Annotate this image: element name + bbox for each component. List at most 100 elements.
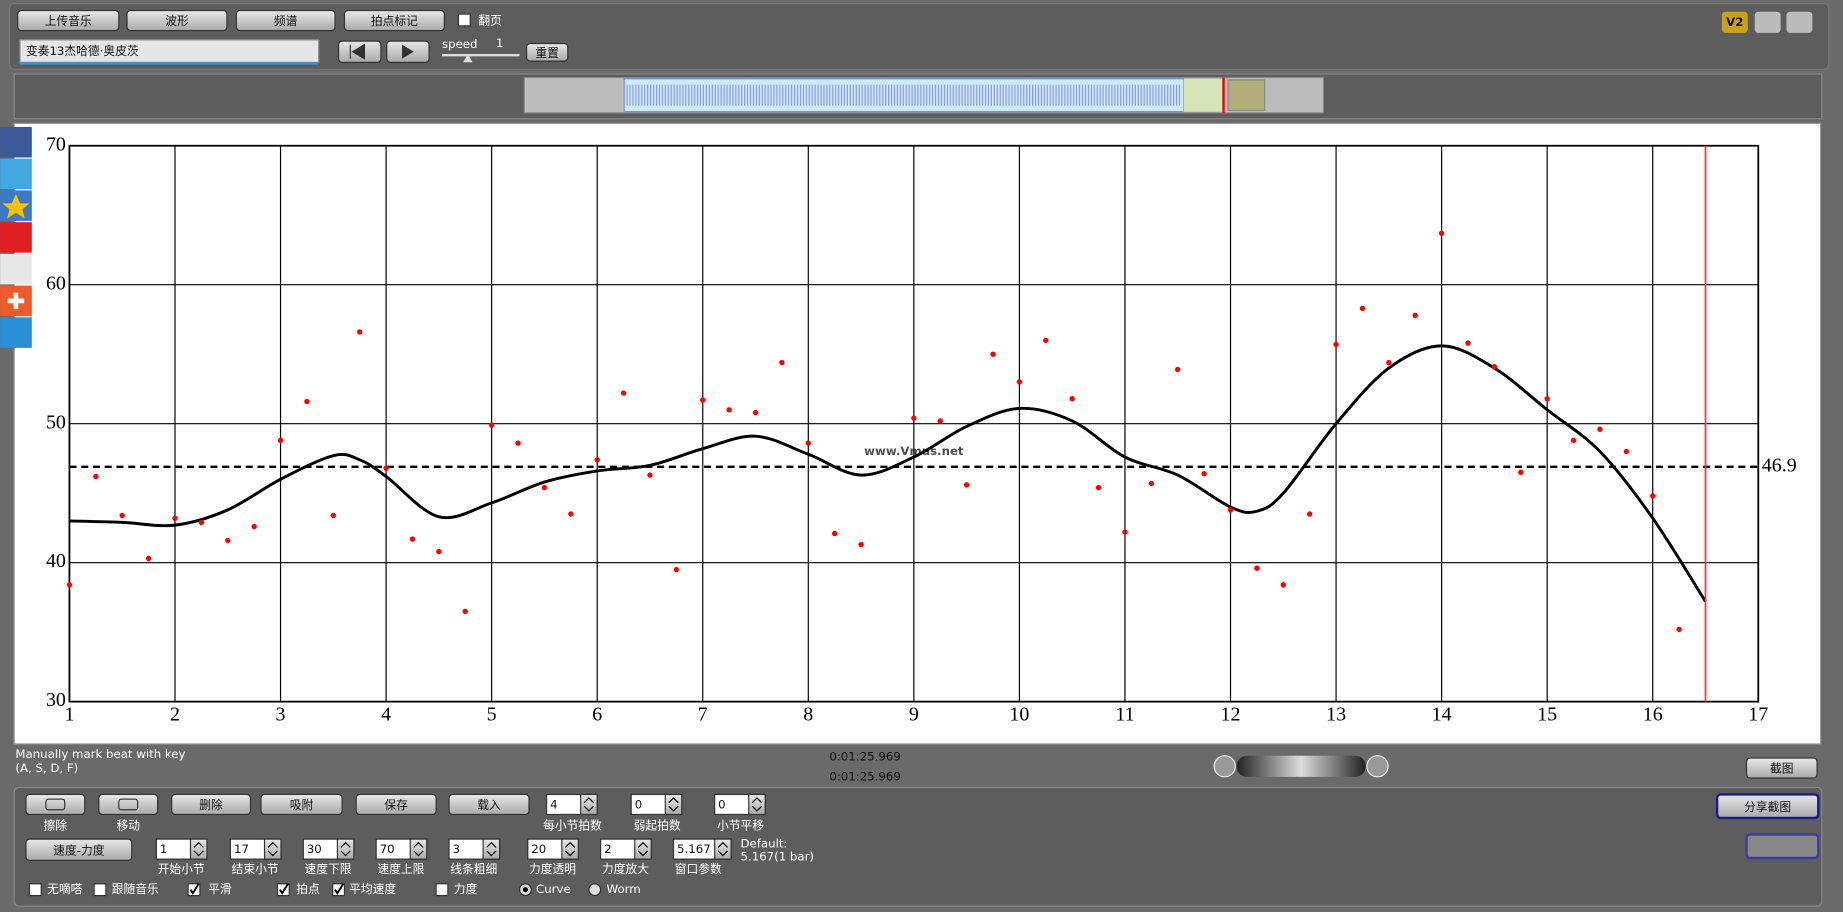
beat-point <box>462 608 468 614</box>
beat-point <box>990 351 996 357</box>
field-input-value: 30 <box>307 842 322 856</box>
field-input-arrows[interactable] <box>714 838 732 860</box>
twitter-icon[interactable] <box>0 158 32 190</box>
action-button[interactable] <box>448 793 530 816</box>
beat-point <box>225 537 231 544</box>
beat-point <box>1491 363 1498 370</box>
toolbar-button-label: 上传音乐 <box>45 14 92 28</box>
page-turn-label: 翻页 <box>478 14 502 28</box>
action-button[interactable] <box>171 793 252 816</box>
action-button-label: 载入 <box>477 798 501 812</box>
beat-point <box>594 457 600 463</box>
beat-point <box>277 437 284 444</box>
beat-point <box>1254 565 1260 571</box>
knob-right <box>1366 755 1389 778</box>
beat-point <box>488 422 495 428</box>
beat-point <box>1016 379 1023 385</box>
default-value: 5.167(1 bar) <box>741 849 815 863</box>
option-checkbox[interactable] <box>435 883 449 897</box>
mode-button[interactable] <box>25 838 133 861</box>
beat-point <box>805 440 812 446</box>
speed-thumb[interactable] <box>463 54 473 63</box>
toolbar-button[interactable] <box>126 9 228 32</box>
beat-point <box>726 407 732 413</box>
beat-point <box>1544 395 1550 402</box>
field-input-arrow <box>583 797 595 812</box>
chart-panel <box>13 122 1822 745</box>
field-input-arrows[interactable] <box>263 838 282 860</box>
mean-label: 46.9 <box>1762 454 1797 476</box>
field-input-arrows[interactable] <box>634 838 652 860</box>
x-tick-label: 1 <box>64 703 74 725</box>
field-input-arrows[interactable] <box>664 793 683 816</box>
mail-icon[interactable] <box>0 253 32 285</box>
x-tick-label: 13 <box>1326 703 1346 725</box>
action-button[interactable] <box>260 793 343 816</box>
toolbar-button[interactable] <box>17 9 120 32</box>
time-current: 0:01:25.969 <box>829 749 900 763</box>
beat-point <box>1676 626 1682 633</box>
field-input-arrows[interactable] <box>580 793 598 816</box>
play-icon <box>402 44 414 59</box>
field-input-arrows[interactable] <box>189 838 208 860</box>
field-label: 窗口参数 <box>675 862 722 876</box>
version-badge[interactable] <box>1721 11 1748 33</box>
y-tick-label: 30 <box>46 689 66 711</box>
beat-point <box>357 329 363 335</box>
option-label: 平滑 <box>208 882 232 896</box>
window-icon[interactable] <box>1786 11 1813 33</box>
beat-point <box>330 512 337 519</box>
option-checkbox-tick <box>279 883 289 895</box>
beat-point <box>700 397 706 403</box>
speed-value: 1 <box>496 36 503 50</box>
mode-radio[interactable] <box>588 883 602 897</box>
field-label: 结束小节 <box>232 862 279 876</box>
field-input-arrows[interactable] <box>482 838 501 860</box>
field-input-arrows[interactable] <box>336 838 355 860</box>
tool-button[interactable] <box>98 793 159 816</box>
mode-radio-dot <box>522 887 529 893</box>
field-input-arrow <box>413 841 424 857</box>
beat-point <box>1069 395 1075 402</box>
beat-point <box>1148 480 1155 487</box>
plot-frame <box>68 144 1760 703</box>
beat-point <box>304 398 310 405</box>
field-input-arrows[interactable] <box>748 793 766 816</box>
home-icon[interactable] <box>1754 11 1781 33</box>
action-button[interactable] <box>355 793 437 816</box>
option-checkbox[interactable] <box>28 883 42 897</box>
beat-point <box>1650 493 1656 499</box>
beat-point <box>383 465 389 471</box>
help-icon[interactable] <box>0 317 32 348</box>
beat-point <box>436 548 442 555</box>
facebook-icon[interactable] <box>0 126 32 158</box>
knob-left <box>1213 755 1236 778</box>
field-input-arrows[interactable] <box>561 838 579 860</box>
field-label: 弱起拍数 <box>634 819 681 833</box>
tool-button[interactable] <box>25 793 86 816</box>
beat-point <box>1201 471 1207 477</box>
toolbar-button[interactable] <box>235 9 336 32</box>
field-input-arrows[interactable] <box>409 838 428 860</box>
field-label: 力度放大 <box>602 862 649 876</box>
y-tick-label: 60 <box>46 272 66 294</box>
plus <box>7 292 25 310</box>
default-label: Default: <box>741 836 788 850</box>
field-input-arrow <box>717 841 728 857</box>
screenshot-button[interactable] <box>1745 757 1818 779</box>
beat-point <box>858 541 864 548</box>
option-label: 拍点 <box>296 882 320 896</box>
beat-point <box>647 472 653 478</box>
field-input-value: 0 <box>718 798 725 812</box>
field-label: 开始小节 <box>158 862 205 876</box>
time-knob[interactable] <box>1213 755 1389 778</box>
reset-button[interactable] <box>526 42 569 62</box>
page-turn-checkbox[interactable] <box>457 13 471 27</box>
weibo-icon[interactable] <box>0 222 32 253</box>
option-checkbox[interactable] <box>93 883 107 897</box>
radio-label: Worm <box>607 882 641 896</box>
beat-point <box>541 484 548 491</box>
toolbar-button[interactable] <box>343 9 445 32</box>
beat-point <box>1333 341 1339 348</box>
